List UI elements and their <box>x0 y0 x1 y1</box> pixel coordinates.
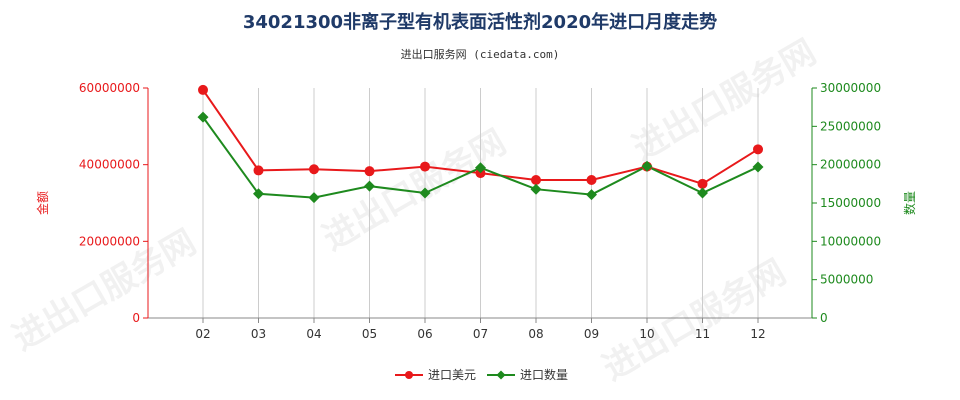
data-point-import-quantity <box>697 187 708 199</box>
y-right-axis-title: 数量 <box>902 191 917 215</box>
data-point-import-usd <box>531 175 541 185</box>
watermark-text: 进出口服务网 <box>596 252 793 389</box>
chart-subtitle: 进出口服务网 (ciedata.com) <box>401 47 560 61</box>
y-left-tick-label: 60000000 <box>79 81 140 95</box>
x-tick-label: 10 <box>639 327 654 341</box>
data-point-import-usd <box>420 161 430 172</box>
data-point-import-quantity <box>253 188 264 200</box>
legend-marker <box>405 371 413 379</box>
data-point-import-quantity <box>641 160 653 172</box>
grid-layer <box>202 88 813 318</box>
y-right-tick-label: 0 <box>820 311 828 325</box>
data-point-import-usd <box>253 165 264 176</box>
x-tick-label: 04 <box>306 327 321 341</box>
data-point-import-quantity <box>419 187 431 199</box>
y-right-tick-label: 20000000 <box>820 158 881 172</box>
data-point-import-quantity <box>364 180 375 192</box>
y-left-tick-label: 0 <box>132 311 140 325</box>
y-right-tick-label: 5000000 <box>820 273 873 287</box>
x-tick-label: 07 <box>473 327 488 341</box>
y-right-tick-label: 15000000 <box>820 196 881 210</box>
data-point-import-quantity <box>752 161 764 173</box>
legend-label: 进口美元 <box>428 368 476 382</box>
legend-marker <box>496 370 506 380</box>
y-left-tick-label: 40000000 <box>79 158 140 172</box>
y-right-tick-label: 30000000 <box>820 81 881 95</box>
y-right-tick-label: 25000000 <box>820 119 881 133</box>
data-point-import-usd <box>697 178 708 189</box>
legend-label: 进口数量 <box>520 367 568 382</box>
x-tick-label: 03 <box>251 327 266 341</box>
watermark-text: 进出口服务网 <box>626 32 823 169</box>
data-point-import-quantity <box>530 183 542 195</box>
data-point-import-quantity <box>308 192 320 204</box>
x-tick-label: 05 <box>362 327 377 341</box>
x-tick-label: 11 <box>695 327 710 341</box>
x-tick-label: 06 <box>417 327 432 341</box>
data-point-import-usd <box>309 164 319 175</box>
x-tick-label: 09 <box>584 327 599 341</box>
data-point-import-usd <box>364 166 375 177</box>
x-tick-label: 08 <box>528 327 543 341</box>
y-right-tick-label: 10000000 <box>820 234 881 248</box>
x-tick-label: 02 <box>195 327 210 341</box>
y-left-tick-label: 20000000 <box>79 234 140 248</box>
data-point-import-quantity <box>197 111 209 123</box>
y-left-axis-title: 金额 <box>35 191 50 215</box>
data-point-import-quantity <box>475 162 486 174</box>
data-point-import-usd <box>753 144 763 155</box>
series-layer <box>197 84 764 204</box>
axes-layer: 02 03 04 05 06 07 08 09 10 11 12 0 20000000 40000000 6… <box>79 81 881 341</box>
x-tick-label: 12 <box>750 327 765 341</box>
data-point-import-quantity <box>586 189 597 201</box>
chart-title: 34021300非离子型有机表面活性剂2020年进口月度走势 <box>243 11 717 33</box>
data-point-import-usd <box>586 175 597 185</box>
legend: 进口美元 进口数量 <box>395 367 568 382</box>
data-point-import-usd <box>198 84 208 95</box>
